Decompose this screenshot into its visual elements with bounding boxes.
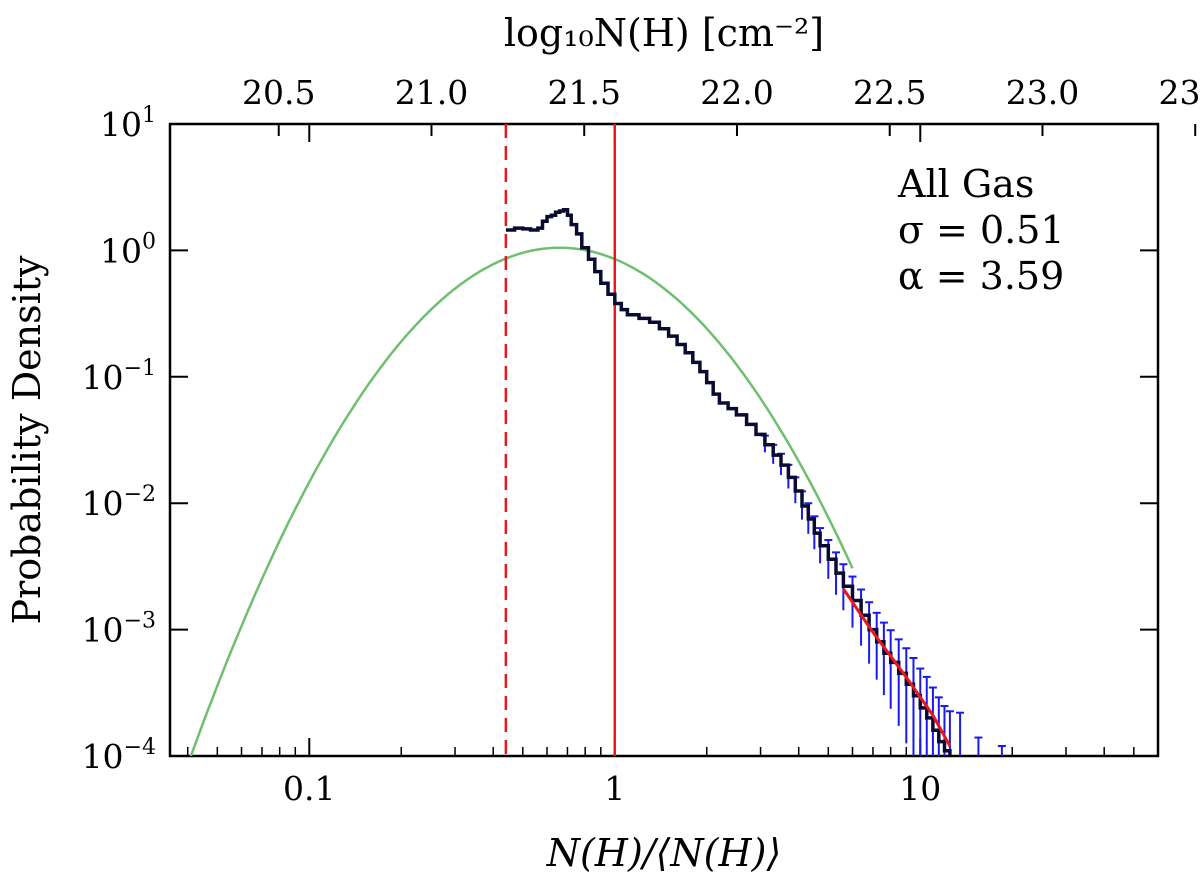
y-tick-label: 10−3 bbox=[82, 609, 156, 650]
data-layer bbox=[189, 124, 1006, 756]
lognormal-fit-line bbox=[189, 246, 854, 756]
top-tick-label: 21.5 bbox=[547, 73, 620, 112]
x-axis-label: N(H)/⟨N(H)⟩ bbox=[546, 831, 782, 875]
x-tick-label: 10 bbox=[899, 769, 941, 808]
y-tick-label: 10−2 bbox=[82, 482, 156, 523]
y-tick-label: 100 bbox=[100, 229, 156, 270]
top-tick-label: 23.5 bbox=[1158, 73, 1200, 112]
y-axis-label: Probability Density bbox=[5, 255, 49, 625]
annotation-title: All Gas bbox=[897, 162, 1034, 206]
top-tick-label: 22.0 bbox=[700, 73, 773, 112]
histogram-step-line bbox=[505, 207, 952, 756]
y-tick-label: 101 bbox=[100, 103, 156, 144]
top-tick-label: 23.0 bbox=[1006, 73, 1079, 112]
annotation-sigma: σ = 0.51 bbox=[898, 208, 1065, 252]
power-law-fit-line bbox=[842, 588, 952, 747]
x-tick-label: 1 bbox=[604, 769, 625, 808]
top-tick-label: 22.5 bbox=[853, 73, 926, 112]
top-tick-label: 21.0 bbox=[395, 73, 468, 112]
y-tick-label: 10−1 bbox=[82, 356, 156, 397]
top-tick-label: 20.5 bbox=[242, 73, 315, 112]
plot-frame bbox=[168, 122, 1160, 758]
ticks-layer: 0.1 1 10 10−4 10−3 10−2 10−1 100 101 20.5 21.0 21.5… bbox=[82, 73, 1200, 808]
y-tick-label: 10−4 bbox=[82, 735, 156, 776]
x-tick-label: 0.1 bbox=[283, 769, 335, 808]
top-x-axis-label: log₁₀N(H) [cm⁻²] bbox=[504, 11, 824, 55]
annotation-alpha: α = 3.59 bbox=[898, 254, 1064, 298]
